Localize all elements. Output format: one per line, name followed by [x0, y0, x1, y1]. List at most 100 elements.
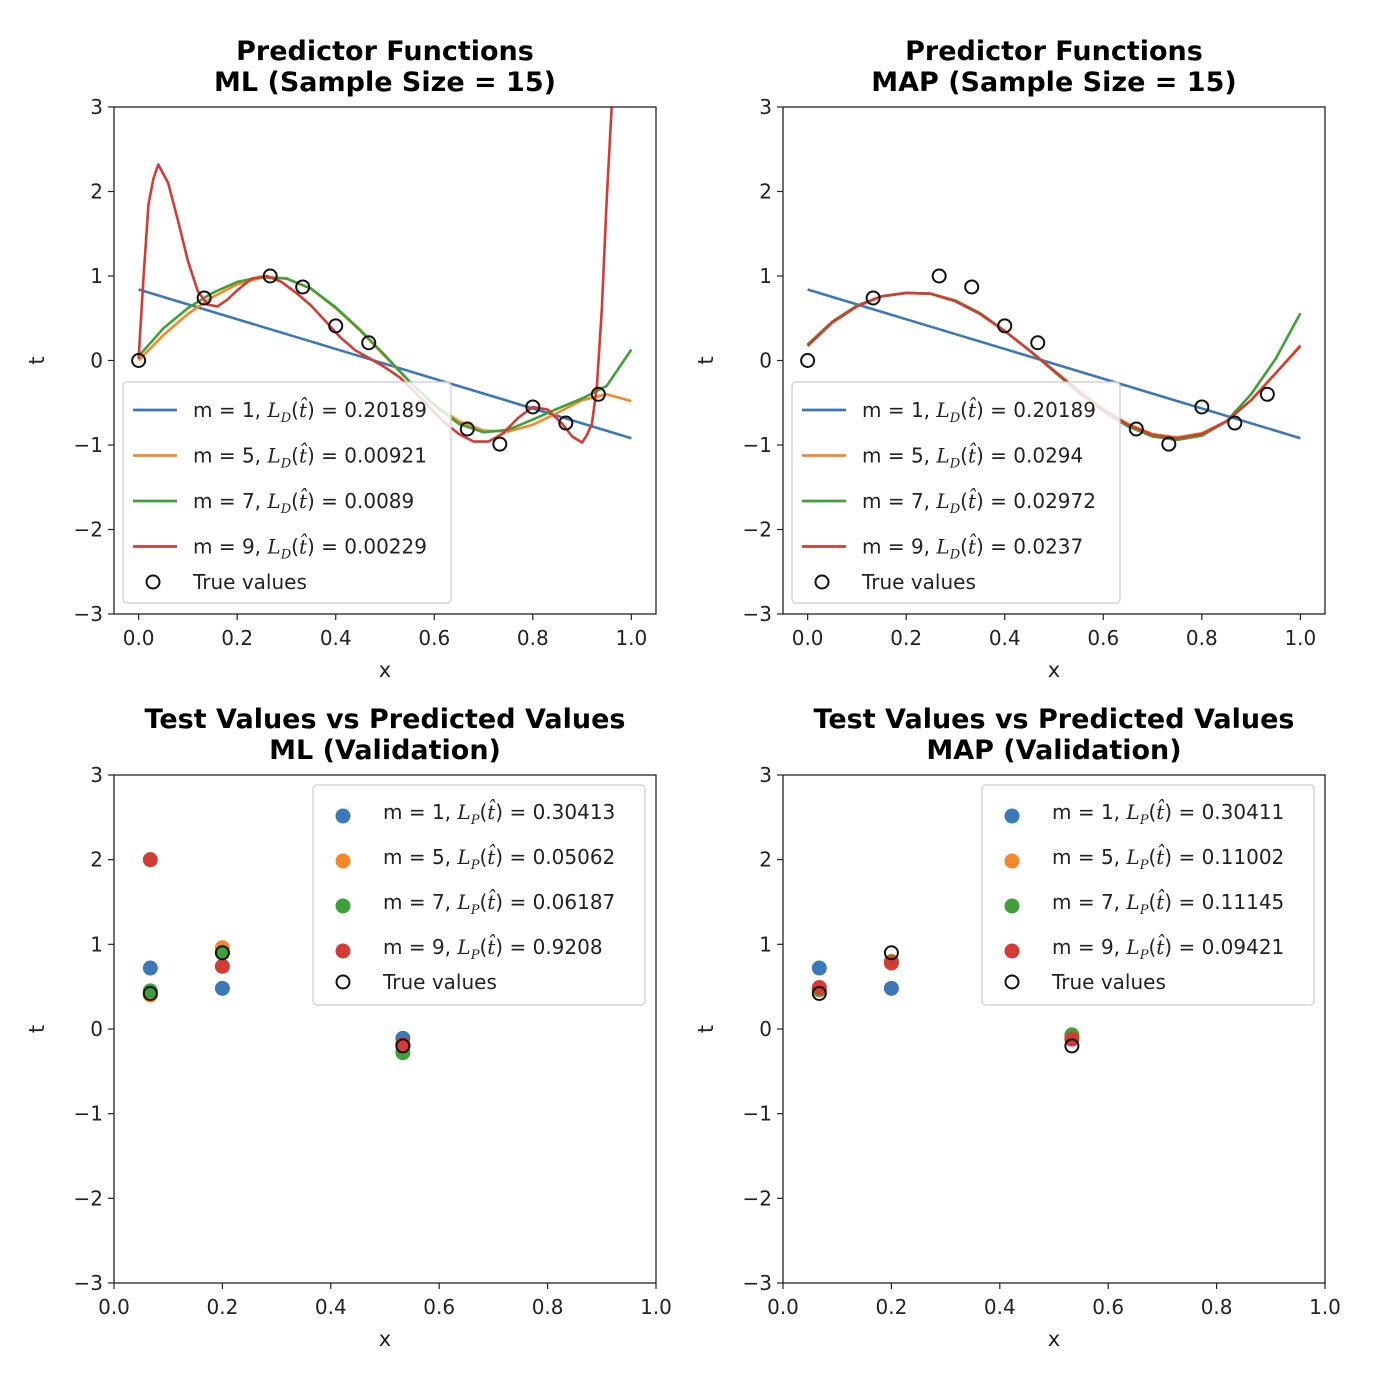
legend-label-m7: m = 7, LD(t̂) = 0.02972	[862, 487, 1096, 517]
true-value-point	[131, 353, 147, 368]
x-tick-label: 0.0	[98, 1295, 130, 1319]
legend-loss-value: 0.00229	[344, 535, 427, 559]
legend-swatch-true-values	[335, 974, 351, 990]
y-tick-label: 0	[759, 1017, 772, 1041]
true-value-point	[214, 945, 230, 961]
series-line-m9	[137, 107, 614, 444]
series-point-m9	[214, 958, 230, 974]
y-tick-label: 2	[90, 848, 103, 872]
true-value-point	[196, 290, 212, 306]
y-tick-label: −2	[743, 518, 772, 542]
legend-loss-value: 0.02972	[1013, 489, 1096, 513]
y-tick-label: −3	[74, 602, 103, 626]
x-tick-label: 0.4	[315, 1295, 347, 1319]
true-value-point	[361, 335, 377, 351]
legend-loss-value: 0.00921	[344, 444, 427, 468]
legend-swatch-m7	[1004, 898, 1020, 914]
true-value-point	[295, 279, 311, 295]
chart-title-line-2: MAP (Sample Size = 15)	[871, 67, 1236, 98]
legend: m = 1, LD(t̂) = 0.20189 m = 5, LD(t̂) = 0…	[791, 381, 1121, 604]
legend-loss-value: 0.20189	[1013, 398, 1096, 422]
legend-label-m7: m = 7, LP(t̂) = 0.11145	[1052, 888, 1284, 918]
y-tick-label: 1	[90, 264, 103, 288]
legend-swatch-m9	[1004, 943, 1020, 959]
y-tick-label: −2	[743, 1186, 772, 1210]
y-tick-label: −2	[74, 518, 103, 542]
legend-loss-value: 0.09421	[1202, 935, 1285, 959]
y-tick-label: 0	[759, 349, 772, 373]
true-value-point	[492, 436, 508, 452]
legend-loss-value: 0.9208	[533, 935, 603, 959]
y-tick-label: 2	[759, 848, 772, 872]
legend-loss-value: 0.30413	[533, 800, 616, 824]
x-axis-label: x	[379, 1327, 391, 1351]
x-tick-label: 0.4	[320, 626, 352, 650]
legend-label-m1: m = 1, LP(t̂) = 0.30411	[1052, 798, 1284, 828]
legend-swatch-m1	[335, 808, 351, 824]
y-tick-label: −1	[74, 1102, 103, 1126]
true-value-point	[811, 985, 827, 1001]
legend-label-m5: m = 5, LD(t̂) = 0.00921	[193, 441, 427, 471]
x-tick-label: 1.0	[640, 1295, 672, 1319]
x-tick-label: 0.2	[206, 1295, 238, 1319]
true-value-point	[1161, 436, 1177, 452]
x-tick-label: 0.6	[418, 626, 450, 650]
legend-label-m1: m = 1, LD(t̂) = 0.20189	[862, 396, 1096, 426]
true-value-point	[590, 386, 606, 402]
true-value-point	[328, 318, 344, 334]
x-axis-label: x	[379, 658, 391, 682]
x-tick-label: 0.6	[1092, 1295, 1124, 1319]
y-tick-label: 3	[90, 763, 103, 787]
legend-label-m7: m = 7, LD(t̂) = 0.0089	[193, 487, 414, 517]
y-axis-label: t	[25, 356, 49, 364]
series-point-m1	[142, 960, 158, 976]
true-value-point	[931, 268, 947, 284]
chart-title-line-2: ML (Sample Size = 15)	[214, 67, 556, 98]
x-tick-label: 1.0	[1309, 1295, 1341, 1319]
x-tick-label: 0.6	[423, 1295, 455, 1319]
x-tick-label: 1.0	[615, 626, 647, 650]
legend-label-m5: m = 5, LD(t̂) = 0.0294	[862, 441, 1083, 471]
x-axis-label: x	[1048, 1327, 1060, 1351]
series-point-m9	[142, 852, 158, 868]
plot-area	[142, 852, 411, 1061]
true-value-point	[558, 415, 574, 431]
y-tick-label: −2	[74, 1186, 103, 1210]
true-value-point	[964, 279, 980, 295]
legend-label-m1: m = 1, LP(t̂) = 0.30413	[383, 798, 615, 828]
legend-box	[312, 784, 646, 1006]
legend: m = 1, LD(t̂) = 0.20189 m = 5, LD(t̂) = 0…	[122, 381, 452, 604]
x-tick-label: 0.4	[989, 626, 1021, 650]
legend-swatch-m1	[1004, 808, 1020, 824]
x-tick-label: 0.8	[1186, 626, 1218, 650]
x-tick-label: 0.0	[767, 1295, 799, 1319]
axes-frame	[782, 774, 1326, 1284]
legend-label-m1: m = 1, LD(t̂) = 0.20189	[193, 396, 427, 426]
legend-label-m9: m = 9, LD(t̂) = 0.00229	[193, 532, 427, 562]
legend-loss-value: 0.05062	[533, 845, 616, 869]
axes-frame	[113, 774, 657, 1284]
legend-label-m9: m = 9, LP(t̂) = 0.09421	[1052, 933, 1284, 963]
legend-loss-value: 0.30411	[1202, 800, 1285, 824]
true-value-point	[262, 268, 278, 284]
y-tick-label: 2	[759, 180, 772, 204]
chart-title-line-2: MAP (Validation)	[926, 735, 1181, 766]
true-value-point	[1128, 421, 1144, 437]
legend: m = 1, LP(t̂) = 0.30411 m = 5, LP(t̂) = 0…	[981, 784, 1315, 1006]
legend-loss-value: 0.0237	[1013, 535, 1083, 559]
y-tick-label: 3	[759, 763, 772, 787]
true-value-point	[142, 985, 158, 1001]
y-axis-label: t	[694, 1025, 718, 1033]
legend-label-true-values: True values	[861, 570, 976, 594]
x-tick-label: 0.8	[1201, 1295, 1233, 1319]
x-tick-label: 0.8	[517, 626, 549, 650]
true-value-point	[1064, 1038, 1080, 1054]
legend-swatch-m9	[335, 943, 351, 959]
legend-swatch-m5	[1004, 853, 1020, 869]
legend-loss-value: 0.0089	[344, 489, 414, 513]
true-value-point	[800, 353, 816, 368]
